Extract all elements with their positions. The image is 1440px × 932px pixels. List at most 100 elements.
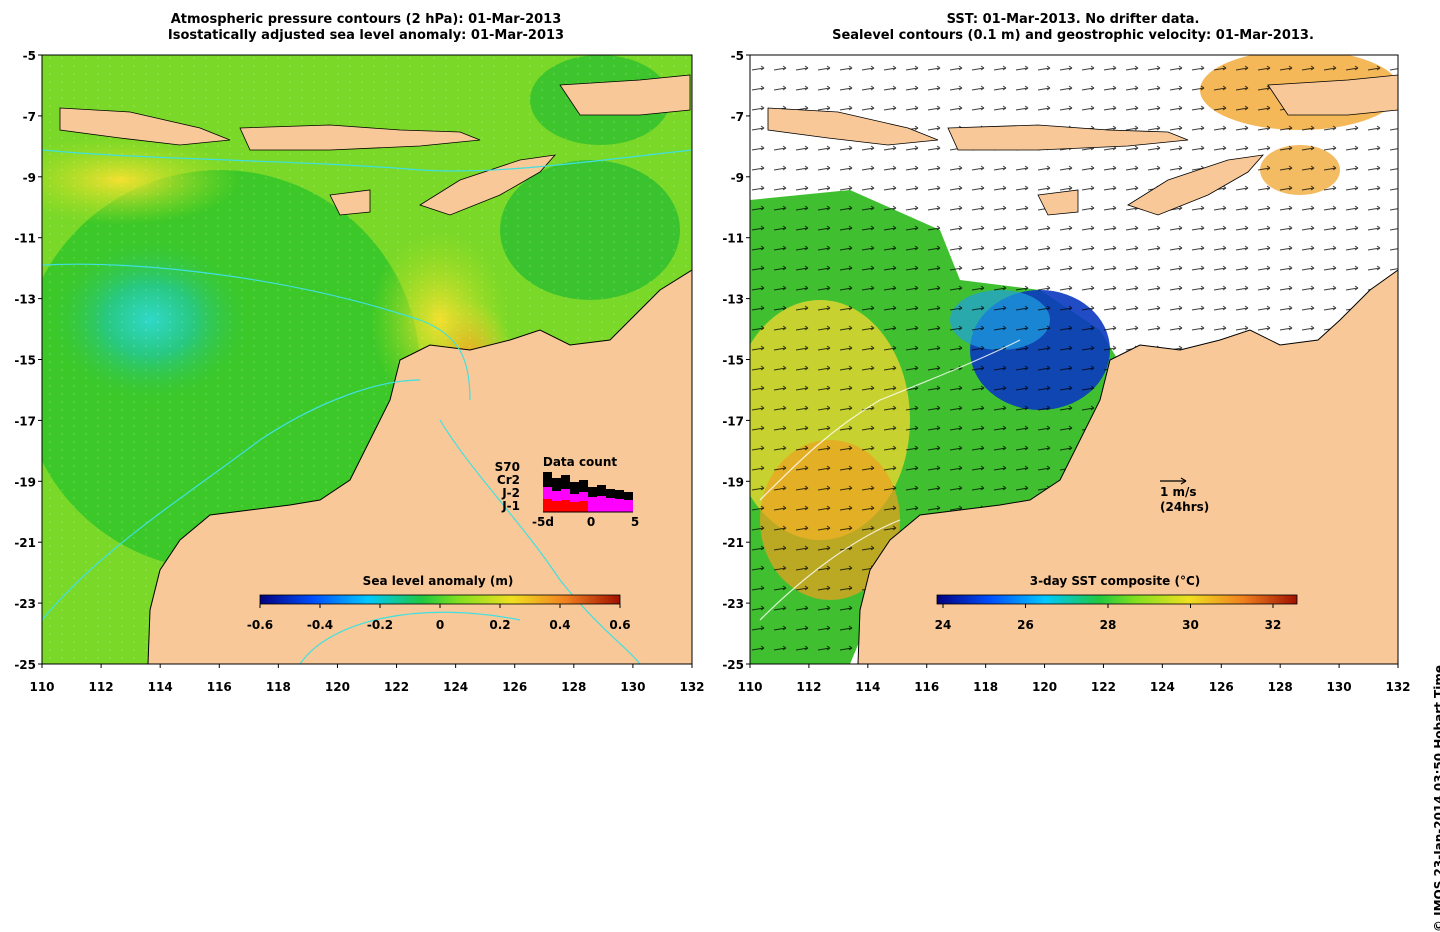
lat-tick-label: -23 xyxy=(14,597,36,611)
datacount-satellite-label: S70 xyxy=(495,460,520,474)
pressure-contour-5 xyxy=(439,419,641,664)
credit-text: © IMOS 23-Jan-2014 03:50 Hobart Time xyxy=(1432,665,1440,932)
colorbar-tick-label: 28 xyxy=(1100,618,1117,632)
lon-tick-label: 132 xyxy=(679,680,704,694)
maps-svg: 110 112 114 116 118 120 122 124 126 128 130 132 -5 -7… xyxy=(14,49,1410,694)
lat-tick-label: -19 xyxy=(722,475,744,489)
colorbar-tick-label: -0.4 xyxy=(307,618,333,632)
lat-tick-label: -5 xyxy=(731,49,744,63)
pressure-contour-3 xyxy=(42,379,421,621)
sumba-island xyxy=(329,189,371,216)
lon-tick-label: 122 xyxy=(1091,680,1116,694)
lat-tick-label: -13 xyxy=(722,293,744,307)
lon-tick-label: 118 xyxy=(973,680,998,694)
left-colorbar-label: Sea level anomaly (m) xyxy=(363,574,514,588)
lon-tick-label: 118 xyxy=(266,680,291,694)
lon-tick-label: 116 xyxy=(207,680,232,694)
lat-tick-label: -21 xyxy=(722,536,744,550)
colorbar-tick-label: -0.6 xyxy=(247,618,273,632)
right-map xyxy=(750,55,1398,664)
left-title-line2: Isostatically adjusted sea level anomaly… xyxy=(167,28,565,43)
java-bali-island-right xyxy=(767,107,939,146)
lon-tick-label: 128 xyxy=(1268,680,1293,694)
lat-tick-label: -5 xyxy=(23,49,36,63)
left-colorbar: Sea level anomaly (m) -0.6 -0.4 -0.2 0 0.2 0.… xyxy=(247,574,631,632)
colorbar-tick-label: -0.2 xyxy=(367,618,393,632)
right-colorbar: 3-day SST composite (°C) 24 26 28 30 32 xyxy=(935,574,1298,632)
banda-islands xyxy=(559,74,691,116)
sumba-island-right xyxy=(1037,189,1079,216)
lon-tick-label: 130 xyxy=(1327,680,1352,694)
lat-tick-label: -23 xyxy=(722,597,744,611)
colorbar-tick-label: 26 xyxy=(1017,618,1034,632)
lat-tick-label: -9 xyxy=(23,171,36,185)
pressure-contour-4 xyxy=(299,611,521,664)
lon-tick-label: 114 xyxy=(855,680,880,694)
lesser-sunda-islands xyxy=(239,124,481,151)
left-colorbar-gradient xyxy=(259,594,621,605)
lesser-sunda-islands-right xyxy=(947,124,1189,151)
lat-tick-label: -17 xyxy=(722,414,744,428)
right-axis-ticks: 110 112 114 116 118 120 122 124 126 128 130 132 -5 -7… xyxy=(722,49,1410,694)
lat-tick-label: -13 xyxy=(14,293,36,307)
figure: Atmospheric pressure contours (2 hPa): 0… xyxy=(14,12,1440,932)
java-bali-island xyxy=(59,107,231,146)
right-title-line2: Sealevel contours (0.1 m) and geostrophi… xyxy=(832,28,1314,43)
australia-land-right xyxy=(857,269,1398,664)
lat-tick-label: -7 xyxy=(23,110,36,124)
australia-land-left xyxy=(147,269,692,664)
datacount-axis-label: 5 xyxy=(631,515,639,529)
datacount-satellite-label: J-1 xyxy=(501,499,520,513)
datacount-satellite-label: Cr2 xyxy=(497,473,520,487)
lat-tick-label: -25 xyxy=(722,658,744,672)
colorbar-tick-label: 30 xyxy=(1182,618,1199,632)
velocity-scale: 1 m/s (24hrs) xyxy=(1160,477,1209,514)
lon-tick-label: 112 xyxy=(89,680,114,694)
lon-tick-label: 120 xyxy=(325,680,350,694)
lon-tick-label: 116 xyxy=(914,680,939,694)
pressure-contour-1 xyxy=(42,263,471,401)
datacount-bars xyxy=(543,472,633,512)
right-title-line1: SST: 01-Mar-2013. No drifter data. xyxy=(946,12,1200,27)
lat-tick-label: -7 xyxy=(731,110,744,124)
datacount-inset: Data count xyxy=(495,455,640,529)
pressure-contour-2 xyxy=(42,149,692,172)
timor-island-right xyxy=(1127,154,1265,216)
right-colorbar-gradient xyxy=(936,594,1298,605)
left-title-line1: Atmospheric pressure contours (2 hPa): 0… xyxy=(170,12,562,27)
lon-tick-label: 110 xyxy=(29,680,54,694)
right-colorbar-ticks: 24 26 28 30 32 xyxy=(935,604,1281,632)
scale-arrow-label1: 1 m/s xyxy=(1160,485,1197,499)
sealevel-contour-1 xyxy=(759,339,1021,501)
lat-tick-label: -19 xyxy=(14,475,36,489)
left-axis-ticks: 110 112 114 116 118 120 122 124 126 128 130 132 -5 -7… xyxy=(14,49,704,694)
datacount-satellite-label: J-2 xyxy=(501,486,520,500)
lon-tick-label: 132 xyxy=(1385,680,1410,694)
lon-tick-label: 124 xyxy=(443,680,468,694)
banda-islands-right xyxy=(1267,74,1398,116)
scale-arrow-label2: (24hrs) xyxy=(1160,500,1209,514)
lon-tick-label: 122 xyxy=(384,680,409,694)
datacount-title: Data count xyxy=(543,455,618,469)
colorbar-tick-label: 0 xyxy=(436,618,444,632)
colorbar-tick-label: 24 xyxy=(935,618,952,632)
left-map xyxy=(42,55,692,664)
lat-tick-label: -15 xyxy=(722,354,744,368)
lon-tick-label: 124 xyxy=(1150,680,1175,694)
lat-tick-label: -11 xyxy=(14,232,36,246)
lon-tick-label: 114 xyxy=(148,680,173,694)
lat-tick-label: -25 xyxy=(14,658,36,672)
left-colorbar-ticks: -0.6 -0.4 -0.2 0 0.2 0.4 0.6 xyxy=(247,604,631,632)
right-colorbar-label: 3-day SST composite (°C) xyxy=(1030,574,1201,588)
lon-tick-label: 110 xyxy=(737,680,762,694)
datacount-axis-label: -5d xyxy=(532,515,554,529)
lon-tick-label: 112 xyxy=(796,680,821,694)
lon-tick-label: 130 xyxy=(620,680,645,694)
datacount-axis-ticks: -5d 0 5 xyxy=(532,515,639,529)
colorbar-tick-label: 0.4 xyxy=(549,618,570,632)
lat-tick-label: -11 xyxy=(722,232,744,246)
sealevel-contour-2 xyxy=(759,519,901,621)
lon-tick-label: 120 xyxy=(1032,680,1057,694)
timor-island xyxy=(419,154,557,216)
